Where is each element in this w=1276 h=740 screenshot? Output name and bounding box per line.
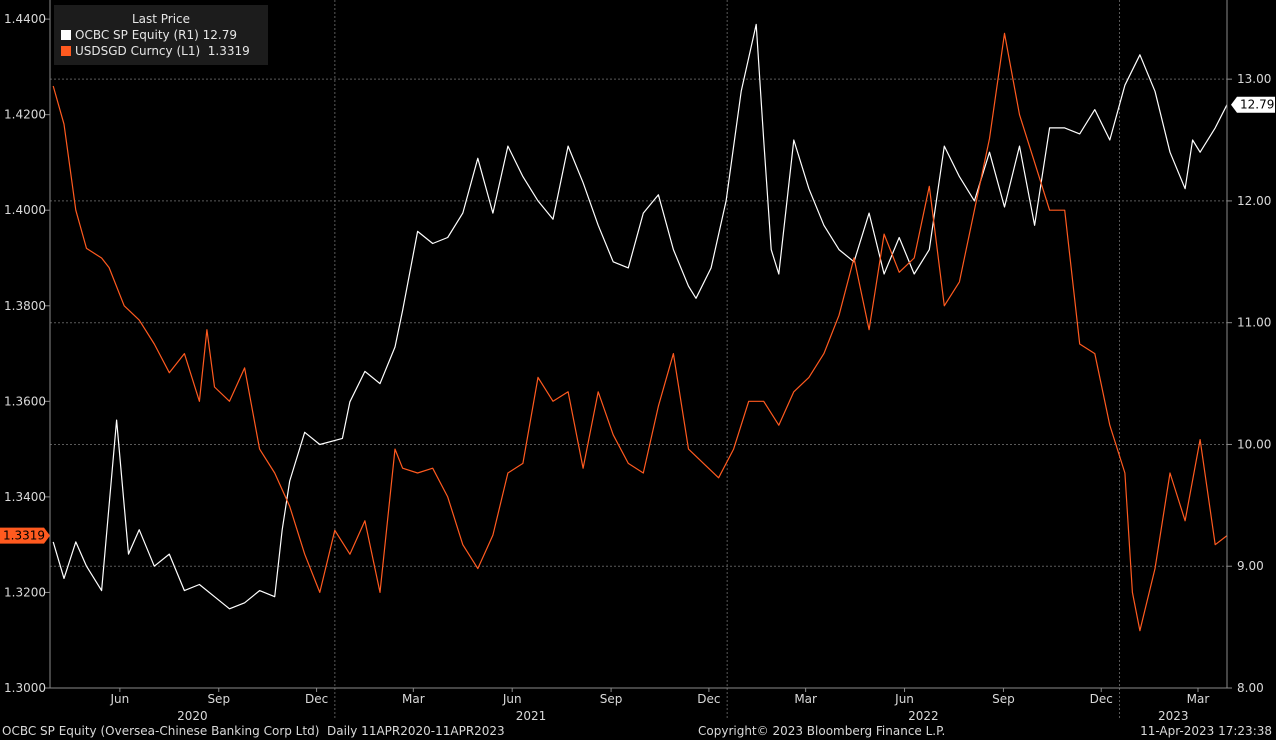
x-tick-label: Mar: [794, 692, 817, 706]
x-tick-label: Jun: [894, 692, 914, 706]
legend-series-last: 1.3319: [207, 44, 250, 58]
legend-swatch-usdsgd: [61, 46, 71, 56]
legend-swatch-ocbc: [61, 30, 71, 40]
axes: [49, 0, 1228, 689]
series-layer: [52, 23, 1228, 632]
x-tick-label: Jun: [502, 692, 522, 706]
footer-timestamp: 11-Apr-2023 17:23:38: [1140, 724, 1272, 738]
legend-series-name: USDSGD Curncy: [75, 44, 173, 58]
x-tick-label: Dec: [1090, 692, 1113, 706]
grid-lines: [50, 0, 1227, 720]
left-tick-label: 1.3200: [4, 585, 46, 599]
right-axis-ticks: 8.00 9.00 10.00 11.00 12.00 13.00: [1227, 72, 1271, 695]
left-tick-label: 1.4000: [4, 203, 46, 217]
x-year-label: 2021: [516, 709, 547, 723]
right-tick-label: 11.00: [1237, 316, 1271, 330]
x-tick-label: Mar: [1187, 692, 1210, 706]
last-value-left-label: 1.3319: [3, 529, 45, 543]
last-value-left-tag: [0, 527, 50, 544]
x-year-label: 2020: [177, 709, 208, 723]
legend-title: Last Price: [131, 12, 191, 26]
x-year-label: 2023: [1158, 709, 1189, 723]
last-value-left: 1.3319: [0, 527, 50, 544]
left-tick-label: 1.4200: [4, 108, 46, 122]
left-tick-label: 1.3800: [4, 299, 46, 313]
legend-entry-ocbc: OCBC SP Equity (R1) 12.79: [54, 27, 268, 43]
legend-series-axis: (L1): [176, 44, 201, 58]
x-axis-ticks: Jun Sep Dec Mar Jun Sep Dec Mar Jun Sep Dec Mar 2020…: [109, 688, 1209, 723]
legend-series-last: 12.79: [202, 28, 238, 42]
last-value-right: 12.79: [1231, 96, 1275, 113]
x-tick-label: Sep: [992, 692, 1015, 706]
x-tick-label: Mar: [402, 692, 425, 706]
footer-copyright: Copyright© 2023 Bloomberg Finance L.P.: [698, 724, 946, 738]
legend-series-axis: (R1): [173, 28, 199, 42]
x-tick-label: Sep: [207, 692, 230, 706]
right-tick-label: 8.00: [1237, 681, 1264, 695]
last-value-labels: 12.79 1.3319: [0, 96, 1275, 544]
left-tick-label: 1.3400: [4, 490, 46, 504]
x-tick-label: Dec: [305, 692, 328, 706]
right-tick-label: 13.00: [1237, 72, 1271, 86]
right-tick-label: 10.00: [1237, 437, 1271, 451]
last-value-right-tag: [1231, 96, 1275, 113]
series-line-ocbc: [52, 23, 1228, 610]
left-tick-label: 1.3600: [4, 394, 46, 408]
series-line-usdsgd: [52, 32, 1228, 632]
left-tick-label: 1.3000: [4, 681, 46, 695]
legend: Last Price OCBC SP Equity (R1) 12.79 USD…: [54, 5, 268, 65]
right-tick-label: 9.00: [1237, 559, 1264, 573]
left-axis-ticks: 1.3000 1.3200 1.3400 1.3600 1.3800 1.4000 1.42…: [4, 12, 50, 695]
legend-series-name: OCBC SP Equity: [75, 28, 170, 42]
x-tick-label: Jun: [109, 692, 129, 706]
last-value-right-label: 12.79: [1240, 98, 1274, 112]
legend-entry-usdsgd: USDSGD Curncy (L1) 1.3319: [54, 43, 268, 59]
left-tick-label: 1.4400: [4, 12, 46, 26]
x-tick-label: Sep: [600, 692, 623, 706]
footer-description: OCBC SP Equity (Oversea-Chinese Banking …: [2, 724, 505, 738]
x-tick-label: Dec: [697, 692, 720, 706]
right-tick-label: 12.00: [1237, 194, 1271, 208]
x-year-label: 2022: [908, 709, 939, 723]
